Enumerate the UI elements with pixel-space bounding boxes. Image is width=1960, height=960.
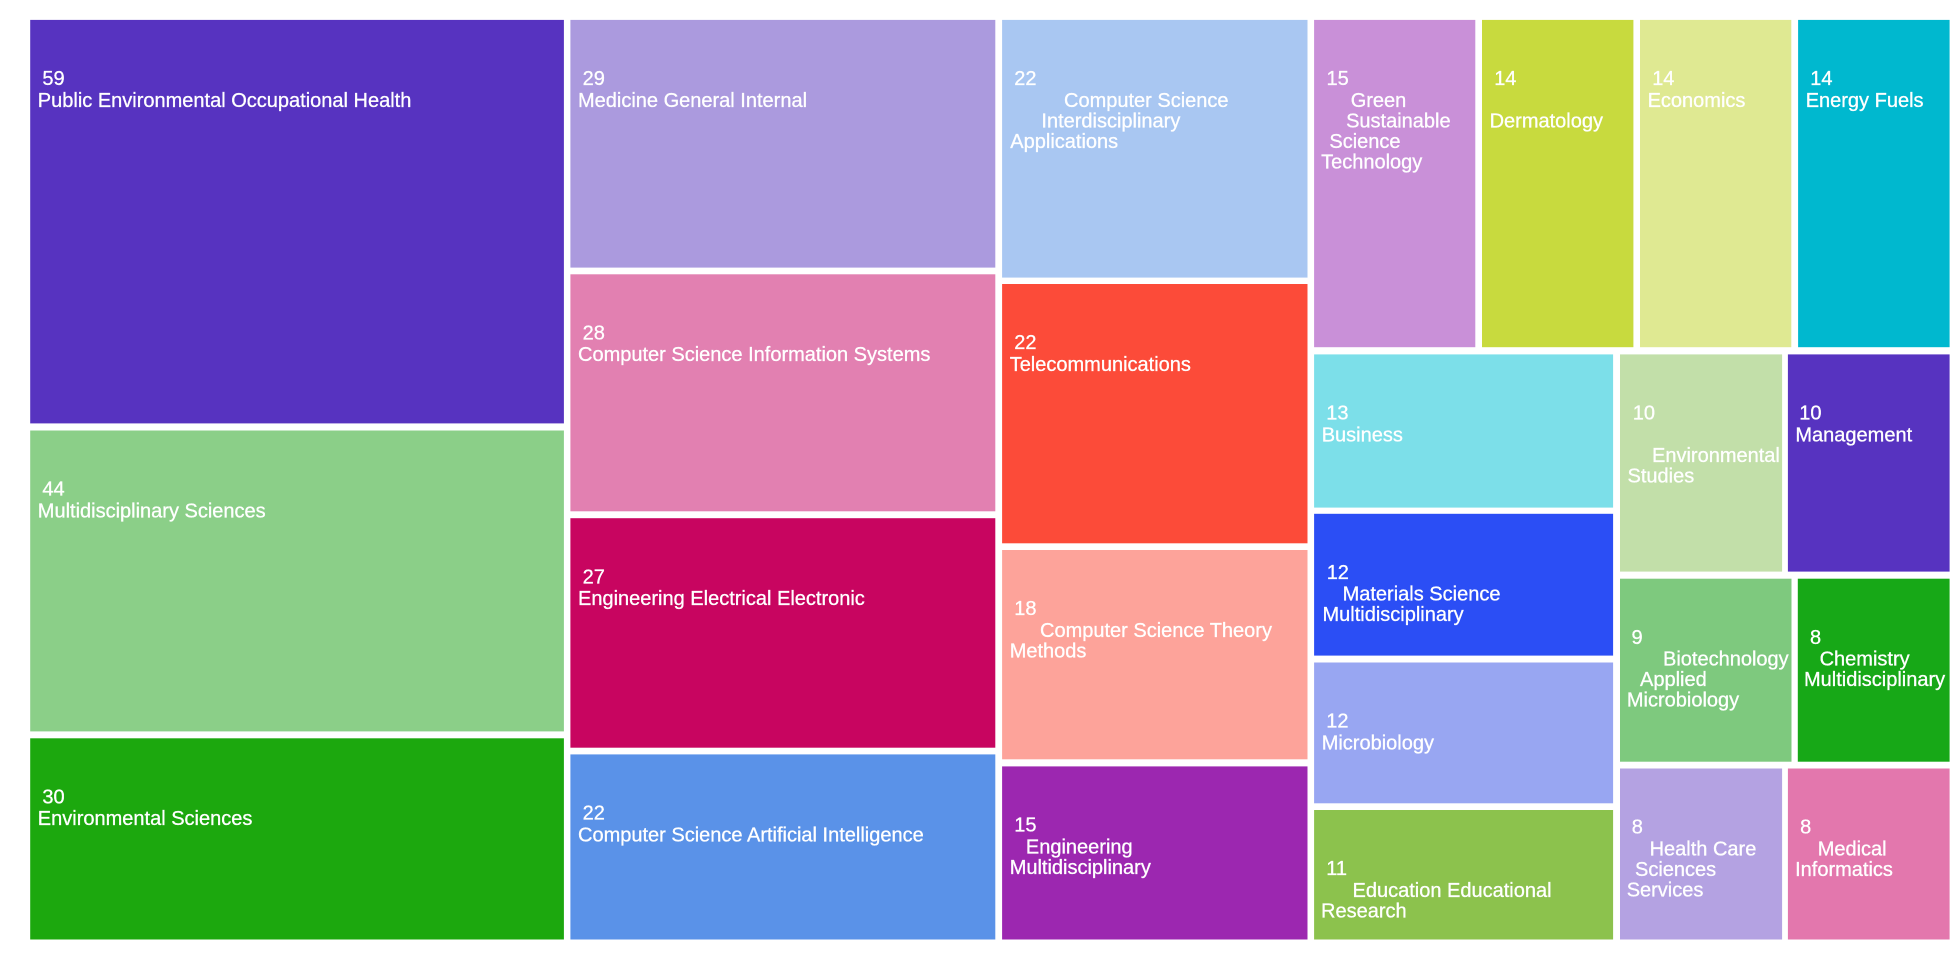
svg-text:Methods: Methods	[1010, 640, 1087, 662]
svg-text:27: 27	[583, 566, 605, 588]
svg-text:Computer Science Information S: Computer Science Information Systems	[578, 344, 930, 366]
svg-text:Science: Science	[1329, 131, 1400, 153]
svg-text:Interdisciplinary: Interdisciplinary	[1041, 110, 1180, 132]
svg-text:59: 59	[42, 68, 64, 90]
svg-text:8: 8	[1632, 817, 1643, 839]
svg-text:10: 10	[1633, 403, 1655, 425]
svg-text:Technology: Technology	[1321, 151, 1422, 173]
svg-text:Computer Science: Computer Science	[1064, 90, 1229, 112]
svg-text:15: 15	[1327, 68, 1349, 90]
svg-text:Engineering Electrical Electro: Engineering Electrical Electronic	[578, 588, 865, 610]
svg-text:44: 44	[42, 479, 64, 501]
svg-text:22: 22	[1014, 68, 1036, 90]
svg-text:9: 9	[1632, 627, 1643, 649]
svg-text:30: 30	[42, 787, 64, 809]
svg-text:Sciences: Sciences	[1635, 859, 1716, 881]
svg-text:Biotechnology: Biotechnology	[1663, 649, 1789, 671]
svg-text:Computer Science Artificial In: Computer Science Artificial Intelligence	[578, 824, 924, 846]
svg-text:Green: Green	[1351, 90, 1407, 112]
svg-text:Chemistry: Chemistry	[1820, 649, 1910, 671]
svg-text:Business: Business	[1322, 424, 1403, 446]
svg-text:Applications: Applications	[1010, 131, 1118, 153]
svg-text:Applied: Applied	[1640, 669, 1707, 691]
svg-text:Education Educational: Education Educational	[1353, 880, 1552, 902]
svg-text:14: 14	[1494, 68, 1516, 90]
svg-text:10: 10	[1799, 403, 1821, 425]
svg-text:Sustainable: Sustainable	[1346, 110, 1451, 132]
svg-text:Materials Science: Materials Science	[1343, 584, 1501, 606]
svg-text:29: 29	[583, 68, 605, 90]
svg-text:Computer Science Theory: Computer Science Theory	[1040, 620, 1272, 642]
svg-text:Multidisciplinary: Multidisciplinary	[1804, 669, 1945, 691]
svg-text:Research: Research	[1321, 900, 1407, 922]
svg-text:14: 14	[1810, 68, 1832, 90]
svg-text:Environmental Sciences: Environmental Sciences	[38, 808, 253, 830]
svg-text:Dermatology: Dermatology	[1490, 110, 1603, 132]
svg-text:Microbiology: Microbiology	[1322, 732, 1434, 754]
svg-text:8: 8	[1800, 817, 1811, 839]
svg-text:8: 8	[1810, 627, 1821, 649]
svg-text:Multidisciplinary Sciences: Multidisciplinary Sciences	[38, 500, 266, 522]
svg-text:22: 22	[1014, 332, 1036, 354]
svg-text:Health Care: Health Care	[1650, 838, 1757, 860]
svg-text:Medical: Medical	[1818, 838, 1887, 860]
svg-text:Public Environmental Occupatio: Public Environmental Occupational Health	[38, 90, 412, 112]
svg-text:Management: Management	[1795, 424, 1912, 446]
svg-text:Economics: Economics	[1648, 90, 1746, 112]
svg-text:Telecommunications: Telecommunications	[1010, 354, 1191, 376]
svg-text:28: 28	[583, 323, 605, 345]
svg-text:Engineering: Engineering	[1026, 836, 1133, 858]
svg-text:13: 13	[1326, 403, 1348, 425]
svg-text:22: 22	[583, 803, 605, 825]
svg-text:18: 18	[1014, 598, 1036, 620]
svg-text:Informatics: Informatics	[1795, 859, 1893, 881]
svg-text:Studies: Studies	[1628, 465, 1695, 487]
svg-text:15: 15	[1014, 815, 1036, 837]
svg-text:12: 12	[1326, 711, 1348, 733]
svg-text:Multidisciplinary: Multidisciplinary	[1323, 604, 1464, 626]
svg-text:Medicine General Internal: Medicine General Internal	[578, 90, 807, 112]
svg-text:Services: Services	[1627, 879, 1704, 901]
svg-text:Environmental: Environmental	[1652, 445, 1780, 467]
svg-text:11: 11	[1326, 858, 1347, 880]
svg-text:12: 12	[1327, 562, 1349, 584]
svg-text:14: 14	[1652, 68, 1674, 90]
svg-text:Microbiology: Microbiology	[1627, 690, 1739, 712]
svg-text:Multidisciplinary: Multidisciplinary	[1010, 857, 1151, 879]
svg-text:Energy Fuels: Energy Fuels	[1806, 90, 1924, 112]
